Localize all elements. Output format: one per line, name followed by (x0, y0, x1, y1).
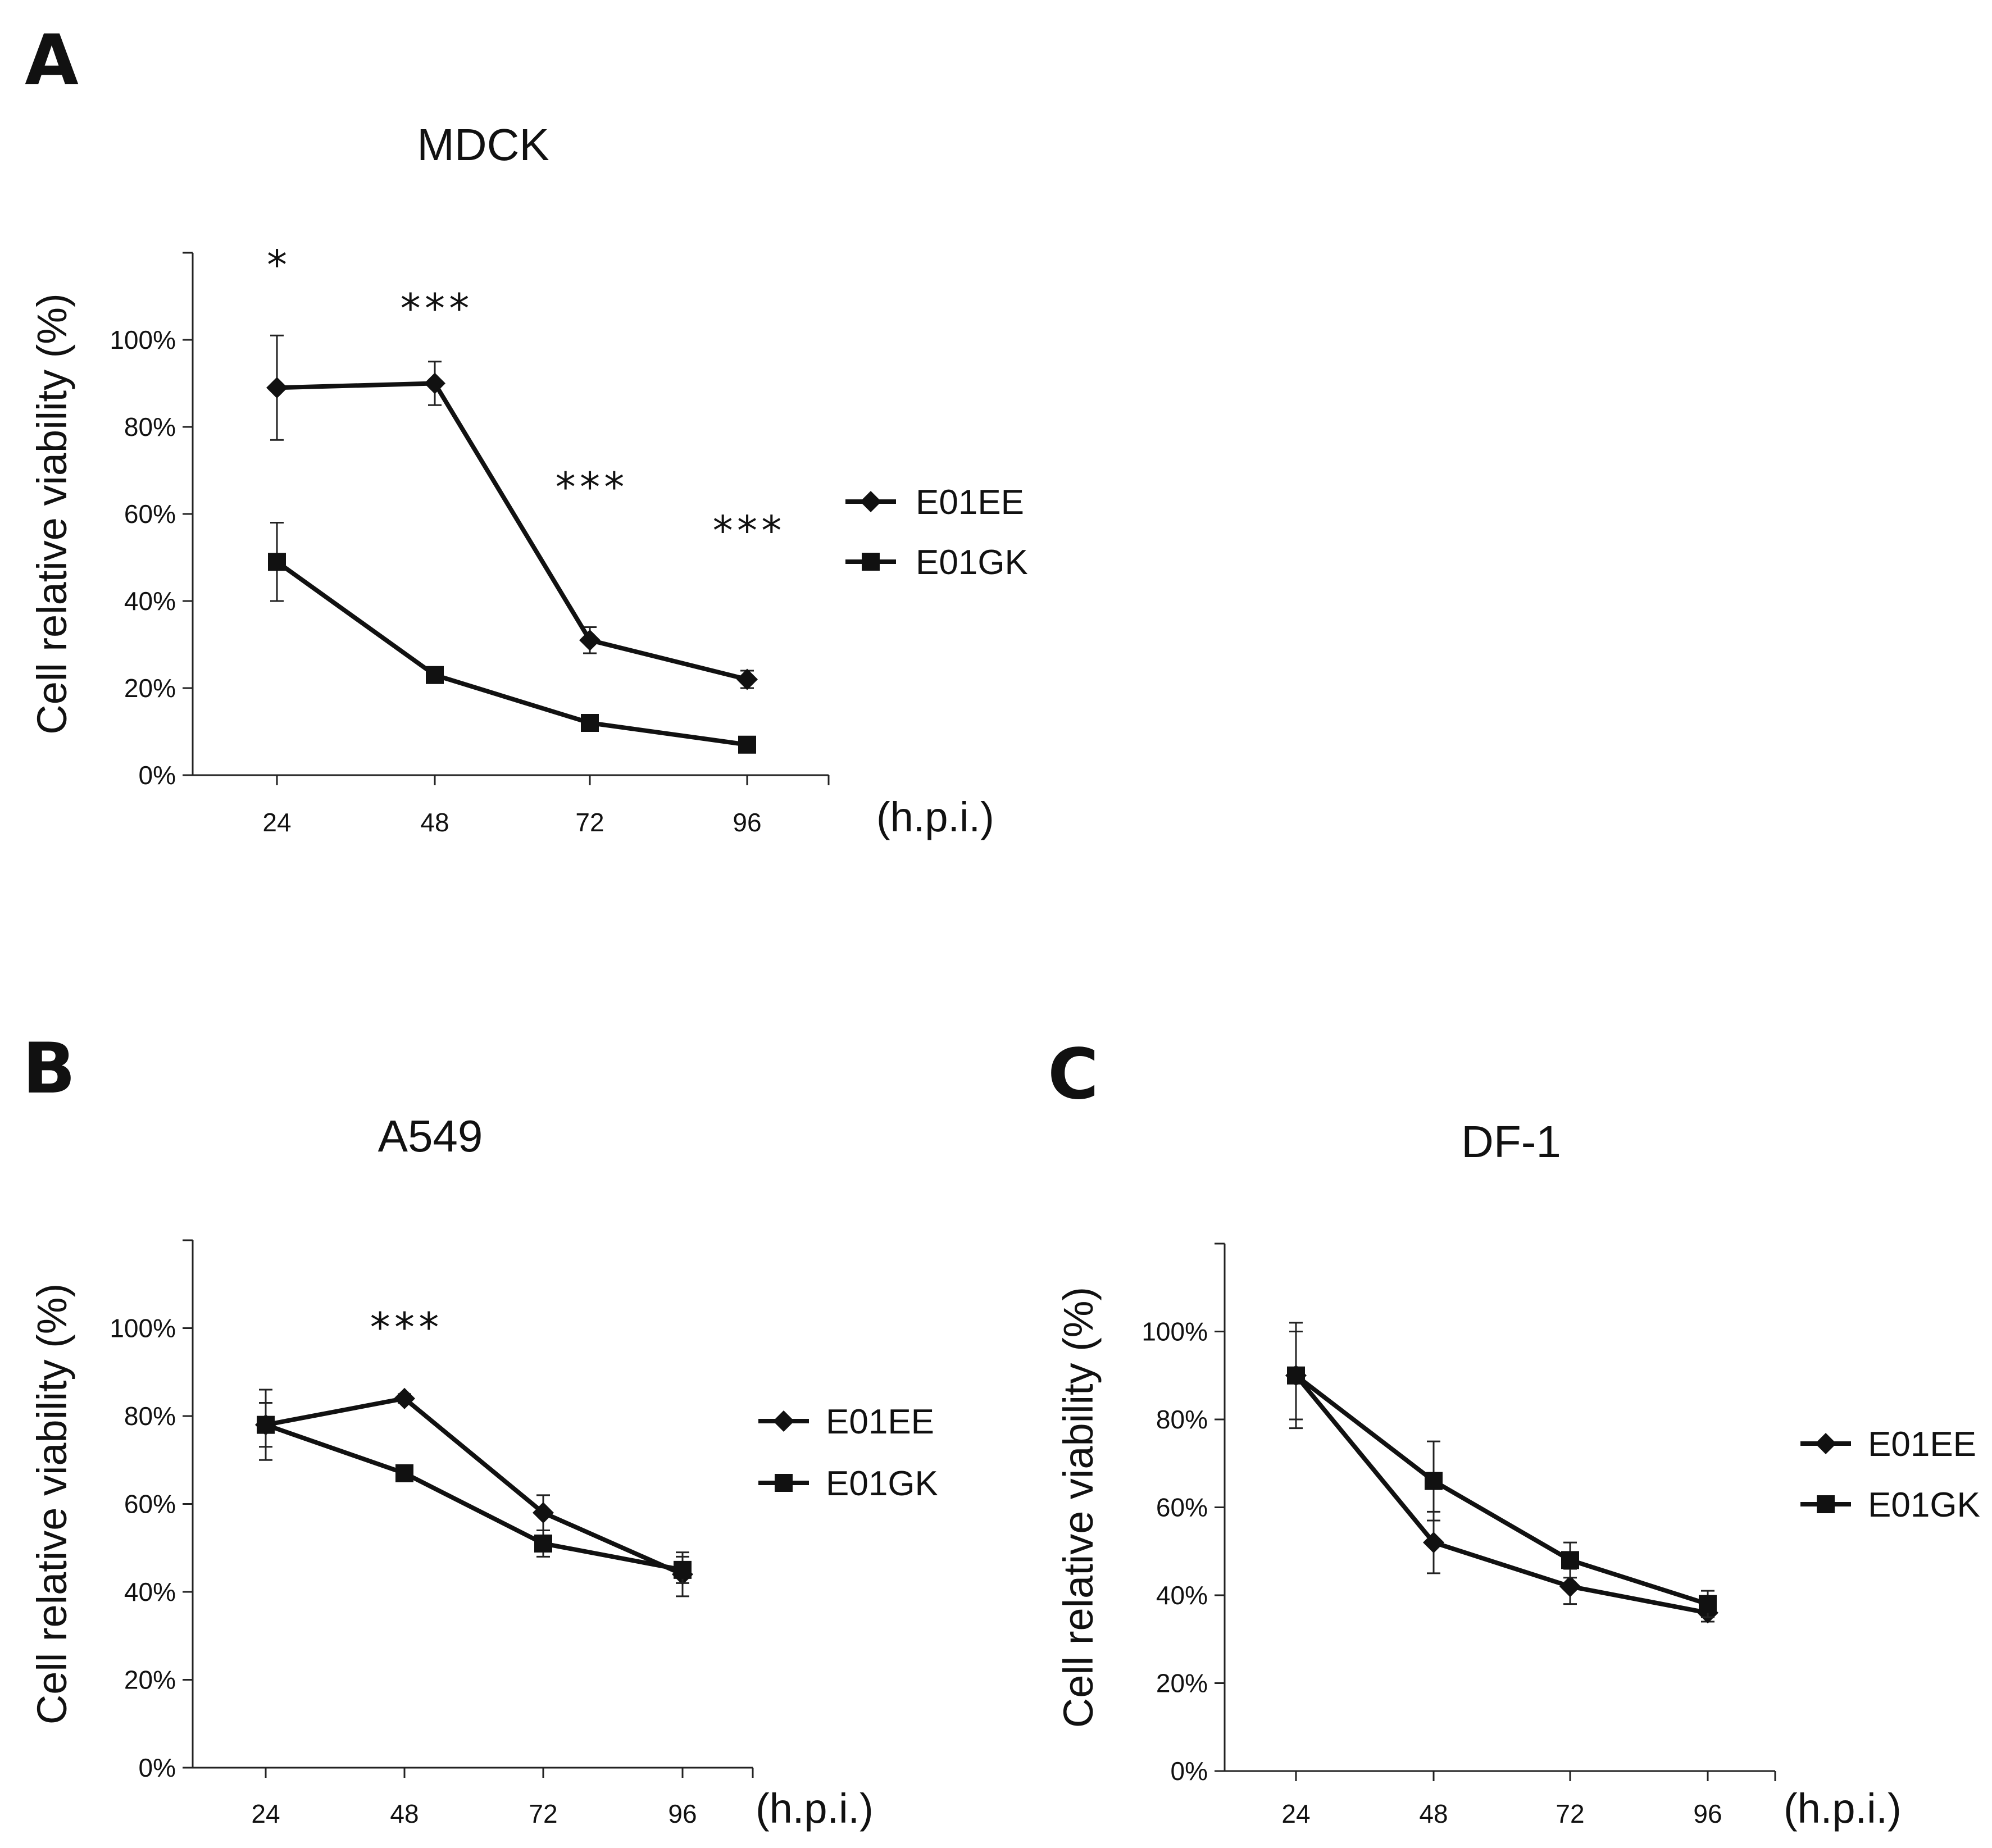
legend-label: E01EE (916, 483, 1024, 522)
y-tick-label: 40% (124, 1577, 176, 1606)
series-e01gk (1287, 1322, 1717, 1618)
series-line (265, 1396, 684, 1577)
data-point-diamond (1423, 1532, 1444, 1554)
chart-title: A549 (378, 1111, 483, 1161)
data-point-diamond (579, 629, 601, 651)
x-axis-unit-label: (h.p.i.) (1784, 1785, 1902, 1832)
y-axis-label: Cell relative viability (%) (29, 293, 75, 734)
data-point-diamond (533, 1502, 554, 1524)
legend-marker-diamond (773, 1410, 794, 1432)
significance-mark: *** (711, 507, 784, 554)
legend: E01EE E01GK (1800, 1425, 1980, 1524)
data-point-square (738, 735, 756, 754)
x-tick-label: 96 (733, 808, 761, 837)
chart-title: DF-1 (1461, 1117, 1561, 1167)
series-e01ee (266, 334, 758, 690)
y-tick-label: 20% (124, 673, 176, 703)
series-e01ee (1285, 1331, 1718, 1624)
y-axis-label: Cell relative viability (%) (29, 1283, 75, 1724)
data-point-diamond (736, 668, 758, 690)
legend-marker-square (1817, 1495, 1835, 1513)
legend-marker-square (862, 553, 880, 571)
legend-marker-diamond (1815, 1433, 1836, 1454)
x-tick-label: 72 (529, 1799, 557, 1828)
x-tick-label: 24 (1281, 1799, 1310, 1828)
y-axis-label: Cell relative viability (%) (1055, 1287, 1102, 1728)
series-e01gk (257, 1402, 692, 1584)
panel-letter: C (1048, 1034, 1099, 1115)
data-point-square (1287, 1366, 1305, 1385)
x-tick-label: 72 (1556, 1799, 1584, 1828)
data-point-square (268, 553, 286, 571)
significance-mark: *** (368, 1304, 441, 1351)
y-tick-label: 20% (124, 1665, 176, 1695)
significance-mark: *** (553, 463, 626, 511)
series-e01ee (255, 1387, 693, 1597)
series-line (1294, 1374, 1708, 1615)
data-point-square (1425, 1472, 1443, 1490)
data-point-square (1561, 1551, 1579, 1569)
x-tick-label: 24 (251, 1799, 280, 1828)
y-tick-label: 60% (1156, 1493, 1208, 1522)
panel-letter: A (25, 20, 79, 101)
y-tick-label: 40% (1156, 1581, 1208, 1610)
series-line (265, 1422, 683, 1572)
data-point-square (395, 1464, 413, 1482)
y-tick-label: 80% (1156, 1405, 1208, 1434)
data-point-square (534, 1534, 552, 1553)
chart-panel-c: C DF-1 0% 20% 40% 60% 80% 100% 24 48 72 96 Cell rela… (1048, 1034, 1980, 1832)
x-axis-unit-label: (h.p.i.) (876, 794, 994, 840)
series-line (1294, 1373, 1709, 1606)
data-point-square (426, 666, 444, 684)
data-point-diamond (266, 377, 288, 399)
legend: E01EE E01GK (845, 483, 1028, 582)
data-point-square (581, 714, 599, 732)
chart-title: MDCK (417, 120, 549, 170)
series-line (276, 381, 748, 682)
x-axis-unit-label: (h.p.i.) (756, 1785, 874, 1832)
legend-marker-square (775, 1474, 793, 1492)
x-tick-label: 96 (1693, 1799, 1722, 1828)
x-tick-label: 24 (262, 808, 291, 837)
legend: E01EE E01GK (758, 1403, 938, 1503)
legend-marker-diamond (860, 491, 881, 512)
y-tick-label: 80% (124, 412, 176, 441)
x-tick-label: 48 (390, 1799, 419, 1828)
y-tick-label: 20% (1156, 1669, 1208, 1698)
legend-label: E01GK (826, 1464, 938, 1503)
data-point-square (257, 1415, 275, 1434)
legend-label: E01EE (826, 1403, 934, 1441)
series-line (275, 559, 748, 747)
data-point-diamond (424, 372, 445, 394)
y-tick-label: 80% (124, 1401, 176, 1431)
y-tick-label: 0% (139, 761, 176, 790)
y-tick-label: 60% (124, 1490, 176, 1519)
chart-panel-b: B A549 0% 20% 40% 60% 80% 100% 24 48 72 96 Cell rela… (22, 1028, 938, 1832)
y-tick-label: 100% (110, 325, 176, 354)
y-tick-label: 100% (1141, 1317, 1208, 1346)
x-tick-label: 96 (668, 1799, 697, 1828)
panel-letter: B (22, 1028, 76, 1109)
chart-panel-a: A MDCK 0% 20% 40% 60% 80% 100% 24 48 72 96 Cell rela… (25, 20, 1028, 840)
x-tick-label: 48 (1419, 1799, 1448, 1828)
legend-label: E01GK (916, 543, 1028, 582)
data-point-square (1699, 1595, 1717, 1613)
y-tick-label: 100% (110, 1314, 176, 1343)
x-tick-label: 72 (575, 808, 604, 837)
series-e01gk (268, 522, 756, 754)
data-point-diamond (1559, 1576, 1581, 1597)
y-tick-label: 60% (124, 499, 176, 529)
y-tick-label: 0% (139, 1753, 176, 1782)
data-point-square (674, 1560, 692, 1579)
x-tick-label: 48 (420, 808, 449, 837)
significance-mark: *** (398, 285, 471, 332)
legend-label: E01EE (1868, 1425, 1976, 1464)
y-tick-label: 0% (1171, 1756, 1208, 1786)
legend-label: E01GK (1868, 1486, 1980, 1524)
y-tick-label: 40% (124, 586, 176, 616)
significance-mark: * (265, 242, 289, 289)
data-point-diamond (394, 1387, 415, 1409)
